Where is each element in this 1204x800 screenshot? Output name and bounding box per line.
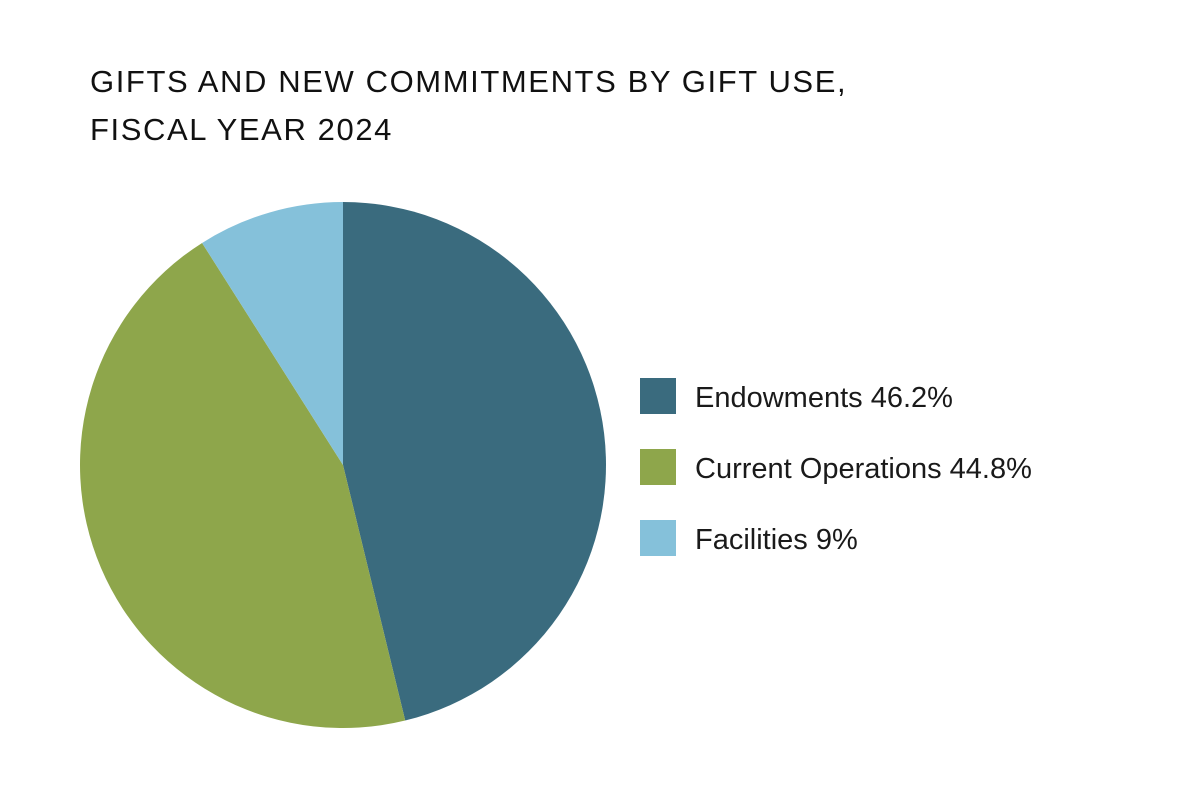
pie-slice-endowments [343, 202, 606, 721]
legend-swatch-endowments [640, 378, 676, 414]
legend-swatch-facilities [640, 520, 676, 556]
legend-label-facilities: Facilities 9% [695, 524, 858, 556]
legend-label-endowments: Endowments 46.2% [695, 382, 953, 414]
chart-title-line-1: GIFTS AND NEW COMMITMENTS BY GIFT USE, [90, 64, 848, 99]
legend: Endowments 46.2% Current Operations 44.8%… [640, 378, 1032, 556]
legend-swatch-current-operations [640, 449, 676, 485]
chart-title-line-2: FISCAL YEAR 2024 [90, 112, 394, 147]
pie-slice-current-operations [80, 242, 406, 728]
pie-slice-facilities [202, 202, 343, 465]
legend-label-current-operations: Current Operations 44.8% [695, 453, 1032, 485]
chart-title: GIFTS AND NEW COMMITMENTS BY GIFT USE, F… [90, 58, 1070, 154]
pie-slices [80, 202, 606, 728]
